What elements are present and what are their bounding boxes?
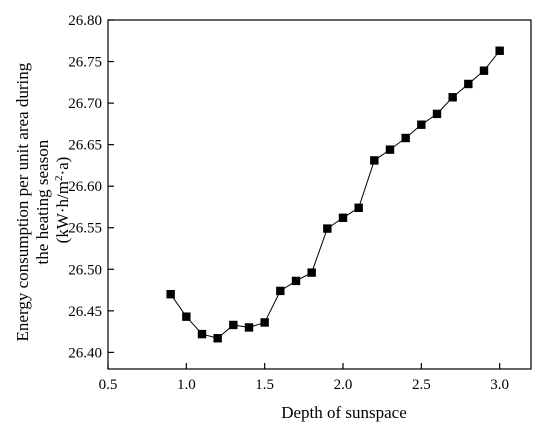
x-tick-label: 1.0 — [177, 377, 196, 393]
data-point — [276, 286, 285, 296]
y-tick-label: 26.65 — [68, 138, 102, 154]
x-tick-label: 2.0 — [334, 377, 353, 393]
data-point — [385, 145, 395, 154]
data-point — [464, 79, 473, 89]
y-axis-title-line-1: Energy consumption per unit area during — [13, 62, 32, 341]
data-point — [182, 312, 191, 321]
y-axis-unit-sup: 2 — [53, 176, 65, 182]
y-tick-label: 26.45 — [68, 304, 102, 320]
series-line — [170, 50, 501, 339]
data-point — [307, 268, 316, 277]
data-point — [213, 334, 222, 343]
y-tick-label: 26.70 — [68, 96, 102, 112]
data-point — [495, 46, 504, 55]
y-tick-label: 26.60 — [68, 179, 102, 195]
y-tick-label: 26.75 — [68, 55, 102, 71]
y-axis-title-unit: (kW·h/m2·a) — [53, 157, 72, 244]
y-axis-title-line-2: the heating season — [33, 139, 52, 264]
x-tick-label: 2.5 — [412, 377, 431, 393]
data-point — [354, 203, 363, 212]
y-axis: 26.40 26.45 26.50 26.55 26.60 26.65 26.70 26.75… — [68, 13, 114, 361]
x-axis: 0.5 1.0 1.5 2.0 2.5 3.0 — [99, 363, 509, 393]
data-point — [448, 93, 457, 102]
y-tick-label: 26.55 — [68, 221, 102, 237]
y-axis-unit-open: (kW·h/m — [53, 181, 72, 243]
data-point — [338, 213, 348, 222]
plot-area-border — [107, 19, 532, 370]
data-point — [244, 323, 254, 332]
y-axis-unit-close: ·a) — [53, 157, 72, 176]
data-point — [323, 224, 332, 233]
plot-frame — [107, 19, 532, 370]
x-tick-label: 0.5 — [99, 377, 118, 393]
x-axis-title: Depth of sunspace — [281, 403, 407, 422]
x-tick-label: 1.5 — [255, 377, 274, 393]
data-point — [432, 109, 442, 119]
data-point — [401, 133, 410, 143]
data-point — [229, 320, 238, 330]
data-point — [260, 318, 269, 327]
y-axis-title: Energy consumption per unit area during … — [13, 59, 72, 342]
data-point — [166, 290, 175, 299]
data-point — [291, 276, 301, 286]
data-point — [197, 329, 207, 339]
y-tick-label: 26.40 — [68, 345, 102, 361]
data-point — [370, 156, 379, 165]
data-point — [417, 120, 426, 129]
y-tick-label: 26.80 — [68, 13, 102, 29]
series — [166, 46, 504, 343]
data-point — [479, 66, 489, 75]
x-tick-label: 3.0 — [490, 377, 509, 393]
y-tick-label: 26.50 — [68, 262, 102, 278]
